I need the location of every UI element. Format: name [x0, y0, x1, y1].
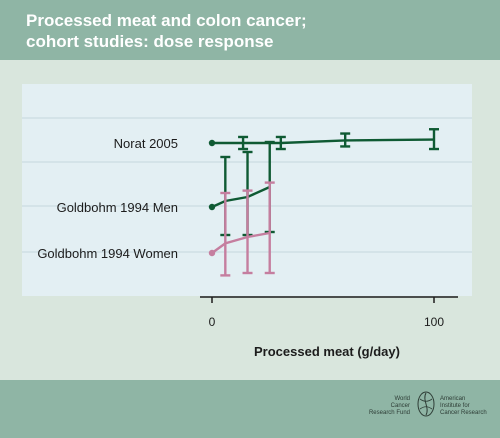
- aicr-line-2: Institute for: [440, 403, 470, 409]
- aicr-line-1: American: [440, 396, 466, 402]
- series-norat-2005: [208, 128, 439, 151]
- x-tick-label-100: 100: [424, 315, 444, 329]
- chart-title: Processed meat and colon cancer; cohort …: [26, 10, 486, 52]
- chart-title-line-2: cohort studies: dose response: [26, 32, 274, 51]
- series-line-goldbohm-1994-men: [211, 185, 271, 209]
- x-ticks: 0 100: [209, 297, 444, 329]
- baseline-point-goldbohm-1994-women: [208, 249, 216, 257]
- wcrf-line-3: Research Fund: [368, 410, 410, 416]
- series-line-goldbohm-1994-women: [211, 231, 270, 254]
- series-label-goldbohm-1994-women: Goldbohm 1994 Women: [37, 246, 178, 261]
- series-group: [208, 128, 439, 277]
- aicr-line-3: Cancer Research: [440, 410, 487, 416]
- chart-area: Norat 2005 Goldbohm 1994 Men Goldbohm 1994…: [0, 60, 500, 380]
- wcrf-emblem-icon: [417, 391, 435, 417]
- chart-title-line-1: Processed meat and colon cancer;: [26, 11, 307, 30]
- series-label-goldbohm-1994-men: Goldbohm 1994 Men: [57, 200, 178, 215]
- x-axis-label: Processed meat (g/day): [254, 344, 400, 359]
- aicr-logo-text: American Institute for Cancer Research: [440, 396, 500, 417]
- footer-band: World Cancer Research Fund American Inst…: [0, 380, 500, 438]
- baseline-point-norat-2005: [208, 139, 216, 147]
- x-tick-label-0: 0: [209, 315, 216, 329]
- dose-response-chart: Norat 2005 Goldbohm 1994 Men Goldbohm 1994…: [22, 84, 472, 359]
- wcrf-line-2: Cancer: [390, 403, 410, 409]
- series-labels: Norat 2005 Goldbohm 1994 Men Goldbohm 1994…: [37, 136, 178, 261]
- baseline-point-goldbohm-1994-men: [208, 203, 216, 211]
- series-label-norat-2005: Norat 2005: [114, 136, 178, 151]
- series-goldbohm-1994-women: [208, 181, 275, 277]
- wcrf-line-1: World: [394, 396, 410, 402]
- wcrf-logo-text: World Cancer Research Fund: [320, 396, 410, 417]
- header-band: Processed meat and colon cancer; cohort …: [0, 0, 500, 60]
